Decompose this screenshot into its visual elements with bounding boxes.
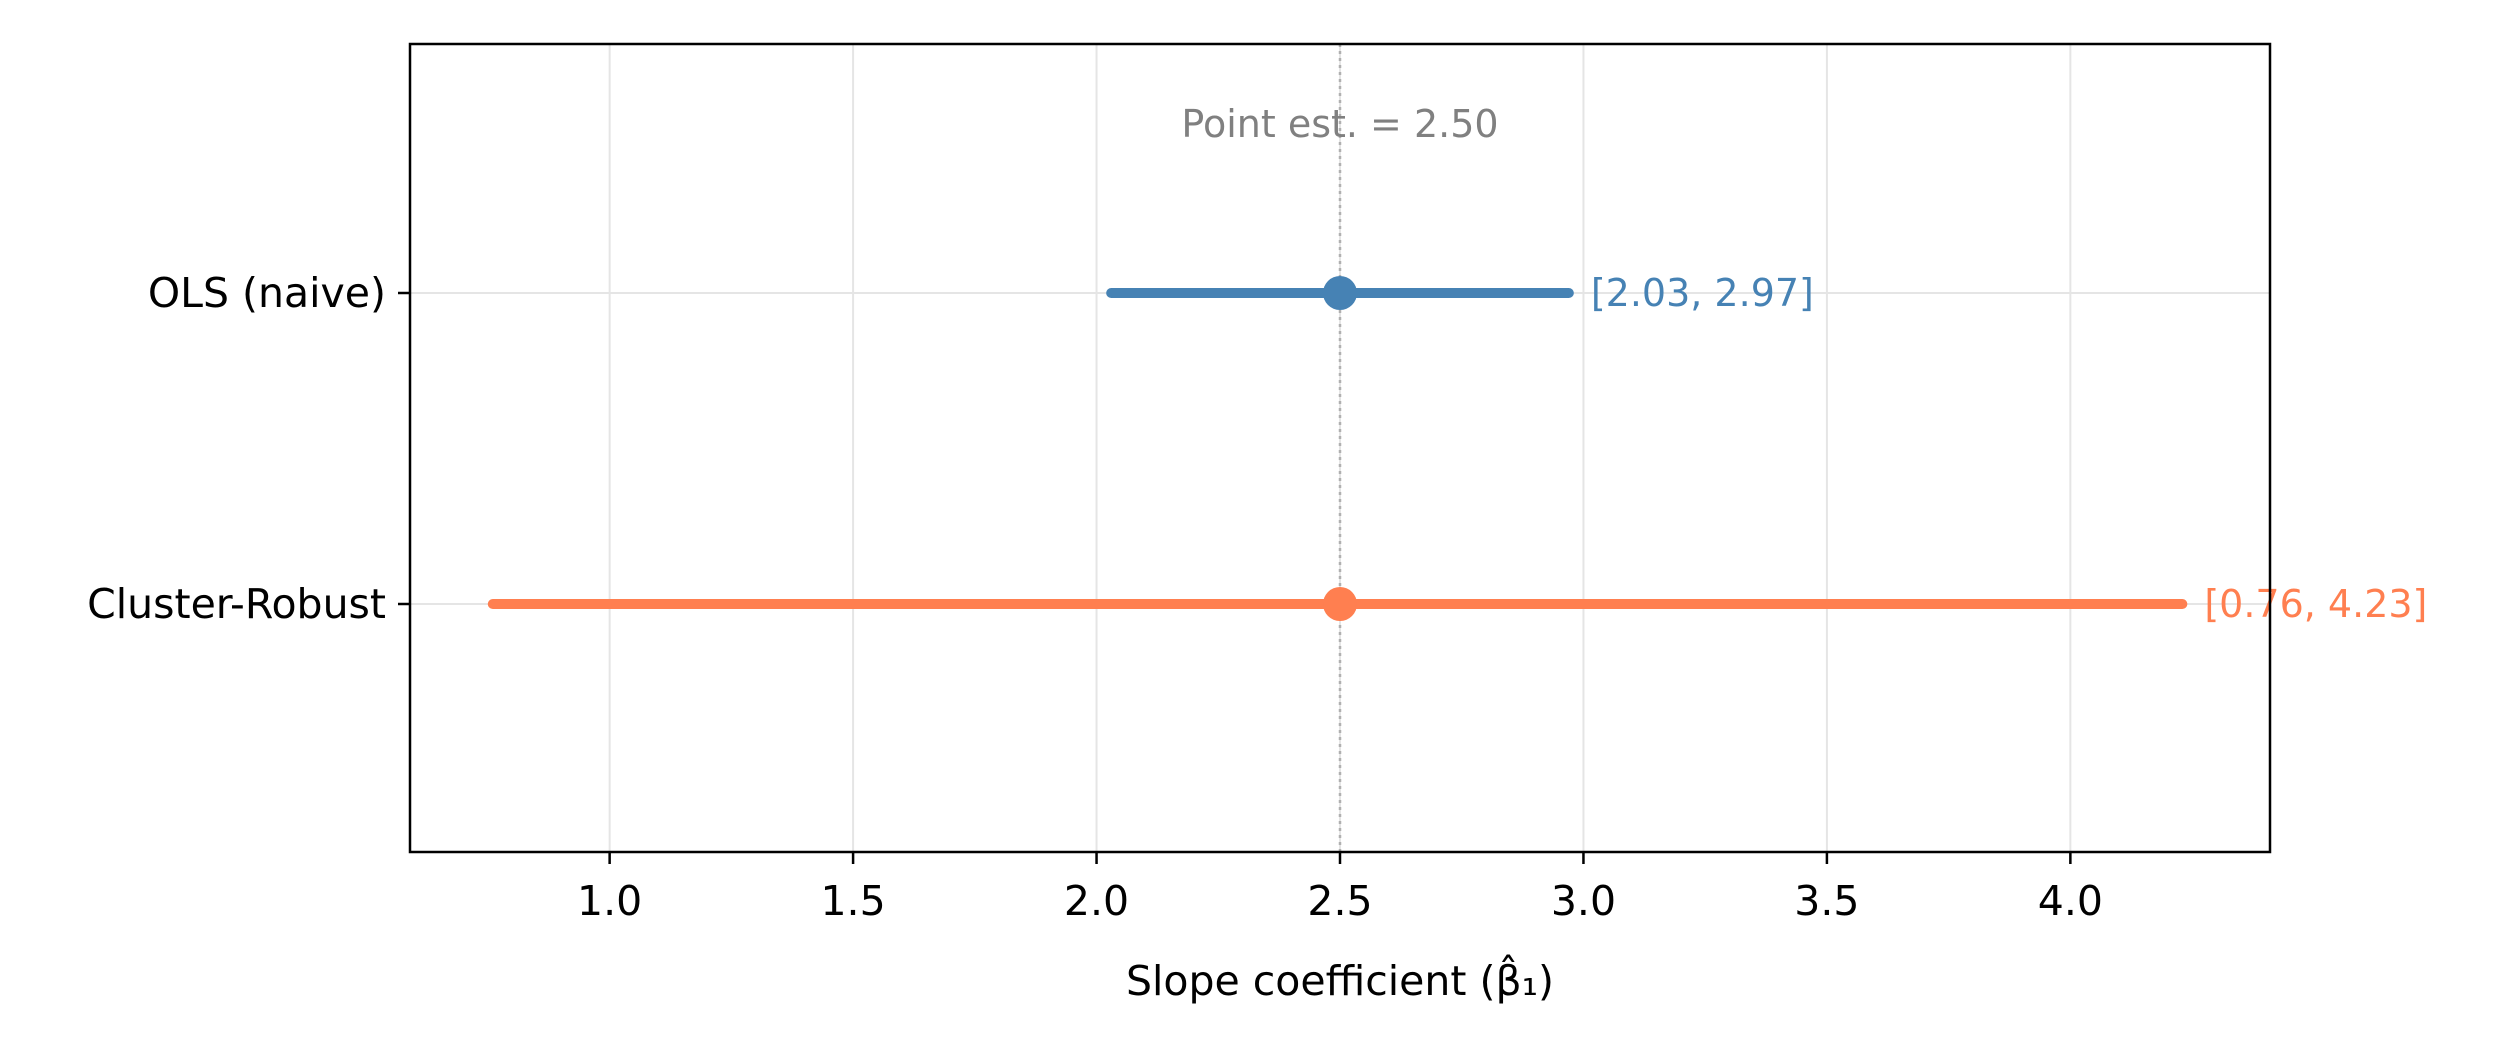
y-tick-label: Cluster-Robust [87, 580, 386, 628]
point-estimate-marker [1323, 587, 1357, 621]
ci-label: [2.03, 2.97] [1591, 271, 1814, 315]
x-tick-label: 1.0 [577, 877, 642, 925]
x-tick-label: 4.0 [2038, 877, 2103, 925]
reference-line-label: Point est. = 2.50 [1181, 102, 1498, 146]
x-tick-label: 3.0 [1551, 877, 1616, 925]
x-axis: 1.0 1.5 2.0 2.5 3.0 3.5 4.0 [577, 852, 2103, 925]
x-tick-label: 2.0 [1064, 877, 1129, 925]
x-tick-label: 1.5 [820, 877, 885, 925]
series-group: [2.03, 2.97] [0.76, 4.23] [487, 271, 2427, 626]
ci-label: [0.76, 4.23] [2204, 582, 2427, 626]
x-axis-label: Slope coefficient (β̂₁) [1126, 955, 1554, 1005]
x-tick-label: 2.5 [1307, 877, 1372, 925]
y-tick-label: OLS (naive) [148, 269, 386, 317]
point-estimate-marker [1323, 276, 1357, 310]
y-axis: OLS (naive) Cluster-Robust [87, 269, 410, 628]
x-tick-label: 3.5 [1794, 877, 1859, 925]
